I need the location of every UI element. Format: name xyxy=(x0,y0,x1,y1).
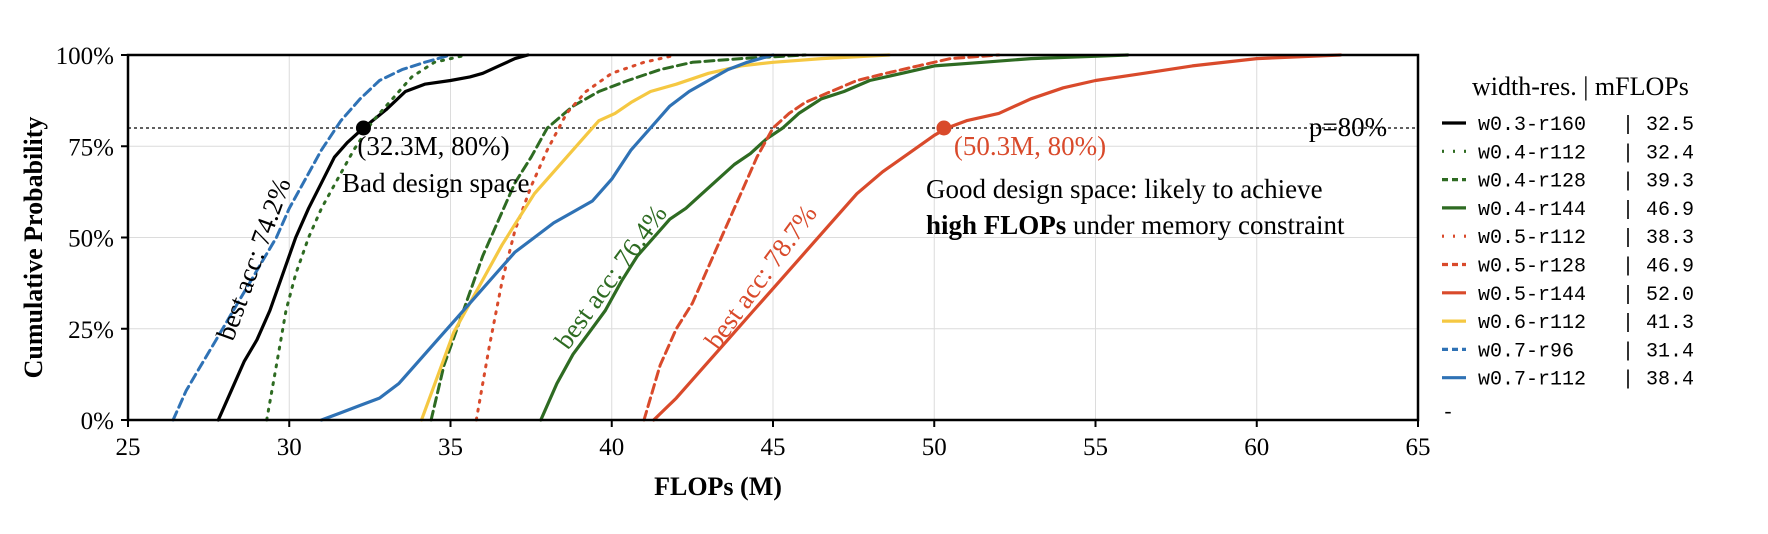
legend-mflops-value: 32.5 xyxy=(1646,114,1694,137)
legend-series-name: w0.3-r160 xyxy=(1478,114,1586,137)
y-tick-label: 25% xyxy=(68,317,114,344)
legend-separator: | xyxy=(1622,369,1634,392)
legend-mflops-value: 41.3 xyxy=(1646,312,1694,335)
legend-extra-marker: - xyxy=(1442,402,1454,425)
y-tick-label: 75% xyxy=(68,134,114,161)
y-axis-label: Cumulative Probability xyxy=(19,117,48,379)
legend-separator: | xyxy=(1622,114,1634,137)
x-tick-label: 55 xyxy=(1083,434,1108,461)
y-tick-label: 50% xyxy=(68,226,114,253)
legend-separator: | xyxy=(1622,227,1634,250)
best-acc-label-green: best acc: 76.4% xyxy=(549,199,673,354)
good-design-space-bold: high FLOPs xyxy=(926,210,1066,240)
good-design-space-rest: under memory constraint xyxy=(1066,210,1345,240)
legend-mflops-value: 38.4 xyxy=(1646,369,1694,392)
legend-series-name: w0.5-r128 xyxy=(1478,256,1586,279)
point-marker-32-3 xyxy=(355,120,371,136)
legend-separator: | xyxy=(1622,199,1634,222)
y-tick-label: 0% xyxy=(81,408,114,435)
legend-series-name: w0.5-r144 xyxy=(1478,284,1586,307)
legend-separator: | xyxy=(1622,284,1634,307)
legend-mflops-value: 32.4 xyxy=(1646,142,1694,165)
legend-mflops-value: 39.3 xyxy=(1646,171,1694,194)
y-tick-label: 100% xyxy=(56,43,114,70)
legend-mflops-value: 31.4 xyxy=(1646,340,1694,363)
legend-separator: | xyxy=(1622,256,1634,279)
point-label-50-3: (50.3M, 80%) xyxy=(954,131,1106,161)
legend-separator: | xyxy=(1622,142,1634,165)
legend-separator: | xyxy=(1622,340,1634,363)
legend-separator: | xyxy=(1622,171,1634,194)
legend-series-name: w0.4-r144 xyxy=(1478,199,1586,222)
series-line-w0.7-r112 xyxy=(319,53,775,422)
bad-design-space-label: Bad design space xyxy=(342,168,529,198)
best-acc-label-red: best acc: 78.7% xyxy=(699,199,823,354)
series-line-w0.4-r112 xyxy=(265,53,469,422)
good-design-space-line1: Good design space: likely to achieve xyxy=(926,174,1323,204)
legend-series-name: w0.4-r112 xyxy=(1478,142,1586,165)
point-marker-50-3 xyxy=(936,120,952,136)
legend-series-name: w0.6-r112 xyxy=(1478,312,1586,335)
legend-mflops-value: 38.3 xyxy=(1646,227,1694,250)
x-axis-label: FLOPs (M) xyxy=(654,472,782,501)
x-tick-label: 25 xyxy=(116,434,141,461)
x-tick-label: 45 xyxy=(761,434,786,461)
legend-series-name: w0.7-r112 xyxy=(1478,369,1586,392)
legend-series-name: w0.4-r128 xyxy=(1478,171,1586,194)
series-line-w0.5-r128 xyxy=(642,53,1001,422)
legend-mflops-value: 46.9 xyxy=(1646,256,1694,279)
x-tick-label: 60 xyxy=(1244,434,1269,461)
legend-mflops-value: 52.0 xyxy=(1646,284,1694,307)
x-tick-label: 50 xyxy=(922,434,947,461)
series-line-w0.7-r96 xyxy=(171,53,452,422)
series-line-w0.4-r144 xyxy=(539,53,1130,422)
legend-separator: | xyxy=(1622,312,1634,335)
reference-line-label: p=80% xyxy=(1309,112,1387,142)
x-tick-label: 30 xyxy=(277,434,302,461)
series-line-w0.3-r160 xyxy=(216,53,530,422)
legend-series-name: w0.5-r112 xyxy=(1478,227,1586,250)
legend-mflops-value: 46.9 xyxy=(1646,199,1694,222)
legend-series-name: w0.7-r96 xyxy=(1478,340,1574,363)
series-line-w0.5-r144 xyxy=(652,53,1343,422)
point-label-32-3: (32.3M, 80%) xyxy=(357,131,509,161)
x-tick-label: 35 xyxy=(438,434,463,461)
good-design-space-line2: high FLOPs under memory constraint xyxy=(926,210,1345,240)
legend-header: width-res. | mFLOPs xyxy=(1472,72,1689,101)
best-acc-label-black: best acc: 74.2% xyxy=(210,174,296,344)
x-tick-label: 40 xyxy=(599,434,624,461)
x-tick-label: 65 xyxy=(1406,434,1431,461)
series-line-w0.5-r112 xyxy=(474,53,678,422)
